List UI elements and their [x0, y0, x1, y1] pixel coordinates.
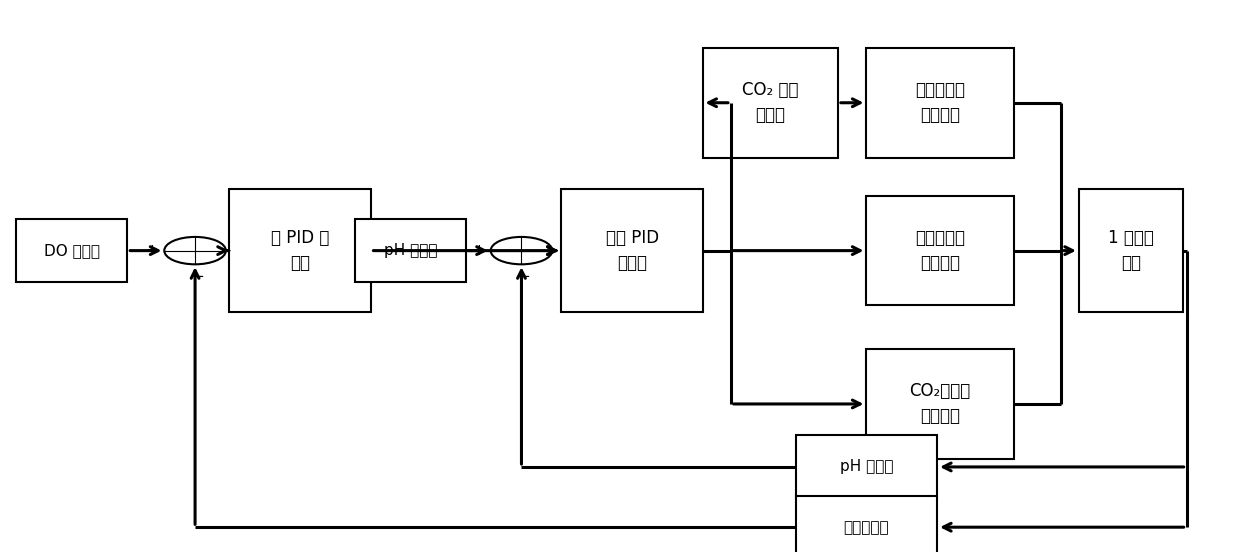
Circle shape: [164, 237, 226, 264]
Text: CO₂ 过滤
控制阀: CO₂ 过滤 控制阀: [742, 81, 799, 124]
FancyBboxPatch shape: [703, 48, 838, 157]
FancyBboxPatch shape: [796, 496, 937, 556]
Text: DO 目标值: DO 目标值: [43, 243, 100, 258]
Text: −: −: [191, 269, 203, 284]
FancyBboxPatch shape: [867, 48, 1014, 157]
Circle shape: [491, 237, 552, 264]
Text: +: +: [145, 243, 159, 258]
FancyBboxPatch shape: [1079, 189, 1183, 312]
FancyBboxPatch shape: [16, 219, 128, 282]
Text: 氮气质量流
量控制器: 氮气质量流 量控制器: [915, 229, 965, 272]
Text: CO₂质量流
量控制器: CO₂质量流 量控制器: [910, 383, 971, 425]
FancyBboxPatch shape: [867, 349, 1014, 459]
Text: 空气质量流
量控制器: 空气质量流 量控制器: [915, 81, 965, 124]
Text: +: +: [472, 243, 485, 258]
Text: 溶氧传感器: 溶氧传感器: [843, 520, 889, 535]
FancyBboxPatch shape: [796, 435, 937, 498]
Text: 辅助 PID
控制器: 辅助 PID 控制器: [606, 229, 658, 272]
Text: pH 传感器: pH 传感器: [839, 459, 893, 474]
FancyBboxPatch shape: [355, 219, 466, 282]
Text: pH 目标值: pH 目标值: [384, 243, 438, 258]
FancyBboxPatch shape: [867, 196, 1014, 305]
Text: 1 立方米
海水: 1 立方米 海水: [1109, 229, 1154, 272]
Text: −: −: [517, 269, 531, 284]
FancyBboxPatch shape: [229, 189, 371, 312]
Text: 主 PID 控
制器: 主 PID 控 制器: [270, 229, 329, 272]
FancyBboxPatch shape: [562, 189, 703, 312]
